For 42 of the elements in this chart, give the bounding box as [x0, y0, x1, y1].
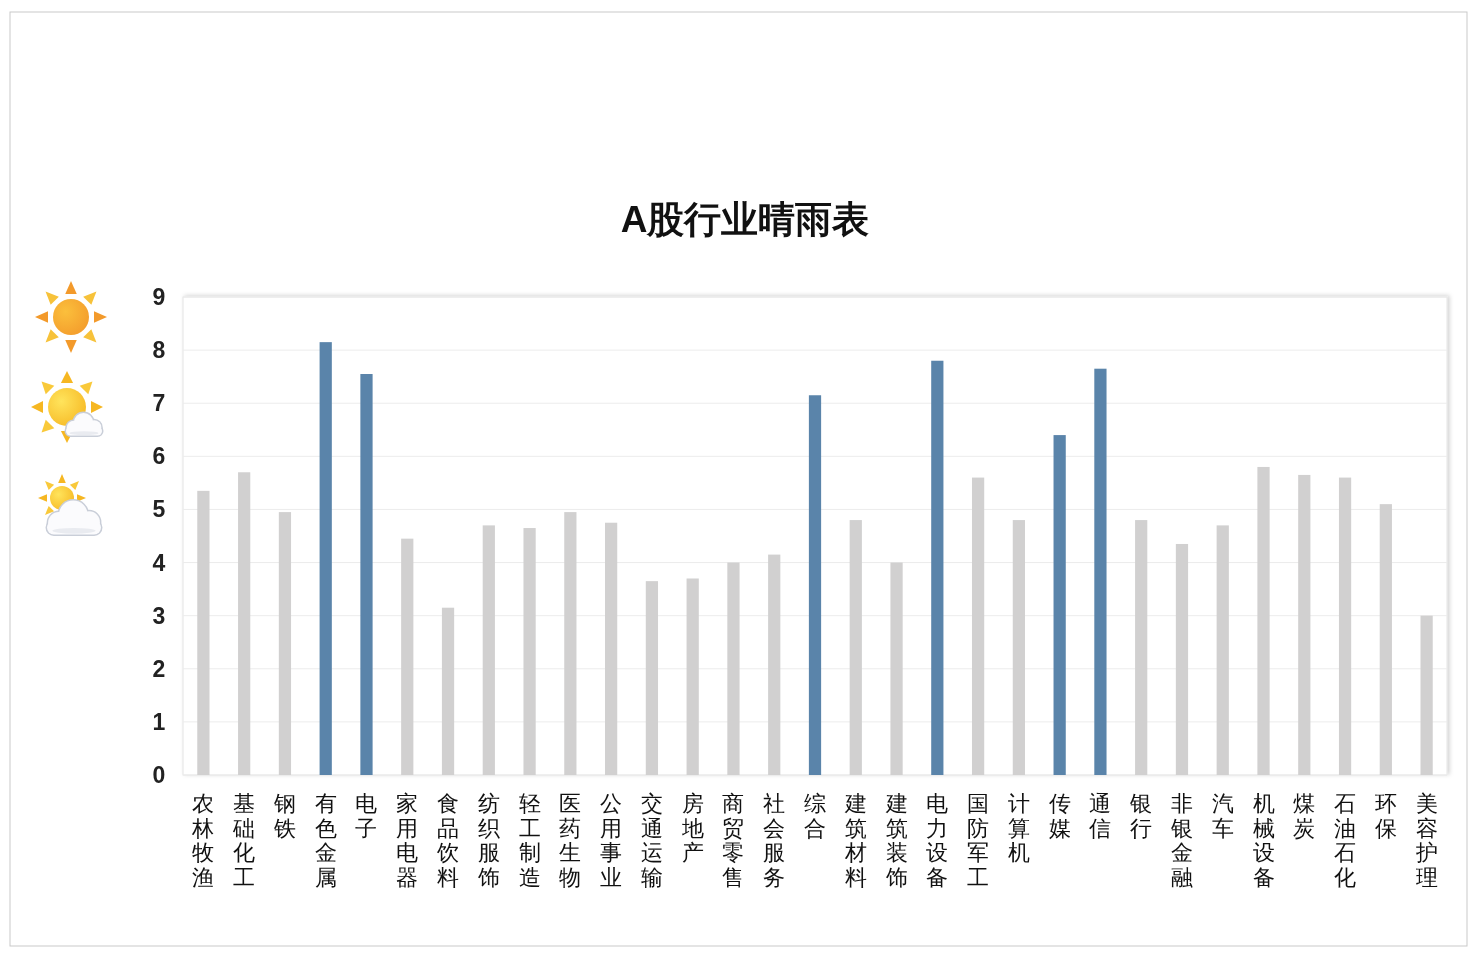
- x-tick: 电力设备: [926, 791, 949, 890]
- x-tick: 环保: [1374, 791, 1397, 841]
- y-tick: 7: [152, 390, 166, 417]
- x-tick: 食品饮料: [437, 791, 460, 890]
- y-tick: 8: [152, 337, 166, 364]
- y-tick: 3: [152, 602, 166, 629]
- x-tick: 家用电器: [396, 791, 419, 890]
- x-tick: 传媒: [1048, 791, 1071, 841]
- x-tick: 电子: [355, 791, 378, 841]
- x-tick: 汽车: [1211, 791, 1234, 841]
- x-tick: 石油石化: [1334, 791, 1357, 890]
- x-tick: 美容护理: [1415, 791, 1438, 890]
- x-tick: 非银金融: [1170, 791, 1193, 890]
- x-tick: 煤炭: [1293, 791, 1316, 841]
- y-tick: 9: [152, 284, 166, 310]
- x-tick: 有色金属: [314, 791, 337, 890]
- x-tick: 社会服务: [763, 791, 786, 890]
- x-tick: 综合: [804, 791, 826, 841]
- x-tick: 轻工制造: [518, 791, 541, 890]
- x-tick: 钢铁: [273, 791, 296, 841]
- x-tick: 医药生物: [559, 791, 582, 890]
- x-tick: 通信: [1089, 791, 1112, 841]
- x-tick: 银行: [1130, 791, 1153, 841]
- x-tick: 国防军工: [967, 791, 990, 890]
- x-tick: 纺织服饰: [477, 791, 500, 890]
- x-tick: 房地产: [681, 791, 704, 865]
- y-tick: 6: [152, 443, 166, 470]
- x-tick: 基础化工: [233, 791, 256, 890]
- x-tick: 公用事业: [600, 791, 623, 890]
- y-tick: 0: [152, 762, 166, 788]
- x-tick: 农林牧渔: [192, 791, 215, 890]
- x-tick: 计算机: [1007, 791, 1030, 865]
- y-tick: 5: [152, 496, 166, 523]
- x-tick: 商贸零售: [722, 791, 745, 890]
- title: A股行业晴雨表: [620, 199, 870, 240]
- x-tick: 交通运输: [640, 791, 663, 890]
- x-tick: 建筑材料: [844, 791, 867, 890]
- x-tick: 建筑装饰: [885, 791, 908, 890]
- y-tick: 1: [152, 708, 166, 735]
- x-tick: 机械设备: [1252, 791, 1275, 890]
- y-tick: 2: [152, 655, 166, 682]
- y-tick: 4: [152, 549, 166, 576]
